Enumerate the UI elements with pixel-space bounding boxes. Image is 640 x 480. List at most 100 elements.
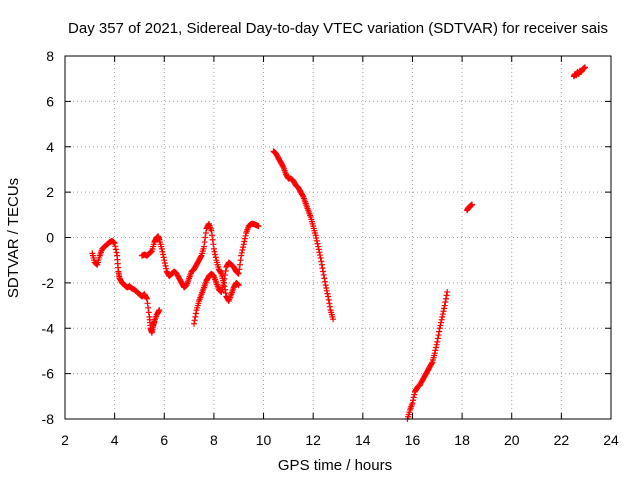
data-point: [238, 252, 245, 259]
data-point: [317, 254, 324, 261]
data-point: [112, 243, 119, 250]
data-point: [211, 248, 218, 255]
series-segment-1: [89, 237, 163, 336]
data-points: [89, 64, 588, 422]
data-point: [201, 239, 208, 246]
data-point: [202, 229, 209, 236]
data-point: [240, 241, 247, 248]
data-point: [144, 300, 151, 307]
data-point: [222, 290, 229, 297]
data-point: [255, 223, 262, 230]
grid-lines: [65, 56, 611, 419]
data-point: [156, 307, 163, 314]
x-tick-label: 12: [305, 432, 321, 448]
data-point: [145, 304, 152, 311]
data-point: [433, 344, 440, 351]
data-point: [433, 341, 440, 348]
data-point: [210, 245, 217, 252]
data-point: [326, 300, 333, 307]
y-tick-label: -4: [42, 320, 55, 336]
series-segment-3: [191, 220, 262, 327]
data-point: [581, 64, 588, 71]
data-point: [279, 163, 286, 170]
x-tick-label: 16: [405, 432, 421, 448]
data-point: [428, 360, 435, 367]
data-point: [159, 248, 166, 255]
data-point: [212, 254, 219, 261]
data-point: [161, 257, 168, 264]
data-point: [409, 400, 416, 407]
data-point: [237, 257, 244, 264]
data-point: [437, 319, 444, 326]
data-point: [325, 293, 332, 300]
data-point: [112, 246, 119, 253]
data-point: [143, 295, 150, 302]
data-point: [323, 287, 330, 294]
data-point: [209, 236, 216, 243]
data-point: [313, 235, 320, 242]
data-point: [436, 328, 443, 335]
x-tick-label: 6: [160, 432, 168, 448]
data-point: [318, 261, 325, 268]
data-point: [317, 252, 324, 259]
series-segment-2: [138, 220, 242, 305]
x-tick-label: 4: [111, 432, 119, 448]
data-point: [158, 245, 165, 252]
data-point: [323, 284, 330, 291]
x-tick-label: 2: [61, 432, 69, 448]
y-tick-label: -8: [42, 411, 55, 427]
data-point: [441, 302, 448, 309]
x-tick-label: 20: [504, 432, 520, 448]
data-point: [322, 282, 329, 289]
data-point: [314, 240, 321, 247]
data-point: [439, 311, 446, 318]
data-point: [192, 313, 199, 320]
x-tick-label: 8: [210, 432, 218, 448]
data-point: [155, 308, 162, 315]
data-point: [320, 271, 327, 278]
data-point: [208, 227, 215, 234]
data-point: [330, 316, 337, 323]
data-point: [437, 322, 444, 329]
series-segment-5: [404, 288, 451, 422]
data-point: [410, 394, 417, 401]
data-point: [222, 267, 229, 274]
data-point: [436, 325, 443, 332]
data-point: [235, 282, 242, 289]
data-point: [241, 235, 248, 242]
data-point: [210, 241, 217, 248]
data-point: [236, 261, 243, 268]
x-tick-label: 10: [256, 432, 272, 448]
data-point: [313, 237, 320, 244]
data-point: [444, 288, 451, 295]
data-point: [222, 271, 229, 278]
data-point: [191, 317, 198, 324]
data-point: [321, 275, 328, 282]
series-segment-4: [270, 148, 337, 323]
data-point: [217, 269, 224, 276]
data-point: [442, 295, 449, 302]
data-point: [236, 266, 243, 273]
data-point: [240, 244, 247, 251]
data-point: [318, 258, 325, 265]
data-point: [163, 265, 170, 272]
data-point: [161, 260, 168, 267]
data-point: [443, 292, 450, 299]
data-point: [160, 254, 167, 261]
data-point: [241, 238, 248, 245]
data-point: [442, 299, 449, 306]
data-point: [239, 246, 246, 253]
data-point: [162, 262, 169, 269]
data-point: [441, 305, 448, 312]
y-axis-label: SDTVAR / TECUs: [5, 178, 22, 298]
series-segment-6: [464, 201, 476, 214]
data-point: [111, 240, 118, 247]
data-point: [200, 243, 207, 250]
x-tick-label: 24: [603, 432, 619, 448]
data-point: [410, 397, 417, 404]
data-point: [221, 275, 228, 282]
data-point: [197, 253, 204, 260]
series-segment-7: [570, 64, 588, 80]
